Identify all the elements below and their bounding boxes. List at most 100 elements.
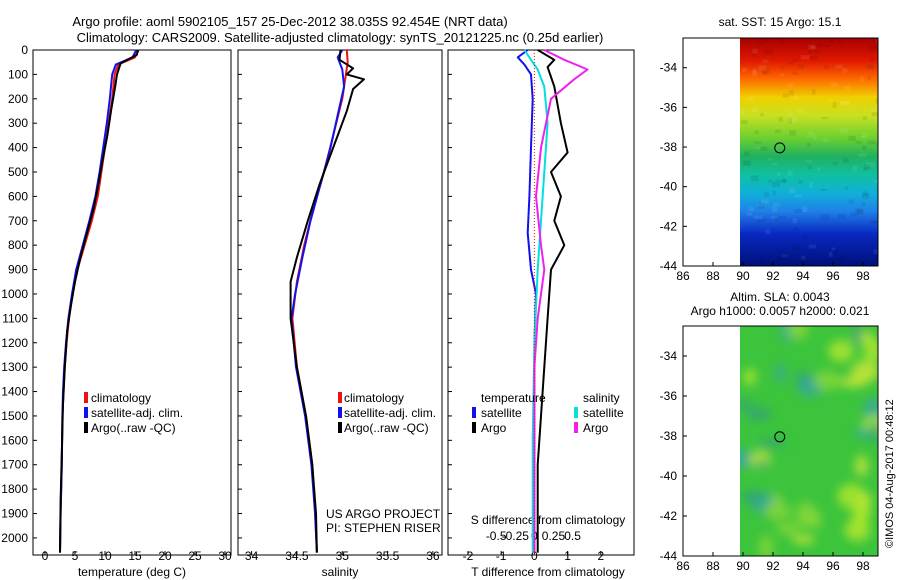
sst-texture-cell — [786, 61, 795, 65]
sst-texture-cell — [862, 116, 868, 120]
sst-texture-cell — [740, 110, 746, 116]
map-y-tick-label: -42 — [660, 219, 678, 233]
salinity-x-axis: 34 34.5 35 35.5 36 — [245, 549, 440, 563]
x-tick-label: 34.5 — [285, 549, 309, 563]
x-tick-label: -2 — [463, 549, 474, 563]
map-y-tick-label: -38 — [660, 140, 678, 154]
sla-texture-blob — [775, 522, 801, 535]
sst-texture-cell — [833, 249, 838, 255]
legend-label-argo: Argo(..raw -QC) — [91, 421, 176, 435]
legend-label-s-argo: Argo — [583, 421, 609, 435]
sst-texture-cell — [779, 38, 785, 43]
depth-axis: 0 100 200 300 400 500 600 700 800 900 1000 1100 1200… — [1, 43, 28, 545]
sst-texture-cell — [801, 255, 806, 260]
sla-texture-blob — [775, 363, 786, 384]
legend-swatch-s-satellite — [574, 407, 578, 418]
series-line-salinity-argo — [533, 49, 589, 553]
sst-texture-cell — [794, 209, 802, 214]
sst-texture-cell — [830, 82, 839, 88]
temperature-xlabel: temperature (deg C) — [78, 565, 186, 579]
sla-texture-blob — [870, 420, 878, 444]
s-difference-x-axis: -0.5-0.2500.250.5 — [486, 529, 581, 543]
sst-texture-cell — [752, 70, 758, 76]
salinity-series — [289, 49, 365, 553]
legend-label-s-satellite: satellite — [583, 406, 624, 420]
salinity-xlabel: salinity — [322, 565, 359, 579]
sst-texture-cell — [860, 76, 864, 82]
sst-texture-cell — [748, 207, 755, 212]
sst-texture-cell — [876, 142, 878, 147]
depth-tick-label: 200 — [8, 92, 28, 106]
legend-label-climatology: climatology — [91, 391, 151, 405]
sst-texture-cell — [765, 229, 771, 235]
sst-texture-cell — [774, 129, 781, 134]
difference-panel-frame — [447, 49, 635, 556]
project-pi: PI: STEPHEN RISER — [326, 521, 441, 535]
sst-texture-cell — [757, 204, 766, 207]
header-line1: Argo profile: aoml 5902105_157 25-Dec-20… — [72, 14, 507, 29]
sst-texture-cell — [742, 160, 751, 166]
sst-texture-cell — [762, 38, 770, 41]
sst-texture-cell — [809, 55, 819, 61]
salinity-legend: climatology satellite-adj. clim. Argo(..… — [338, 391, 436, 435]
legend-label-t-satellite: satellite — [481, 406, 522, 420]
sst-texture-cell — [797, 64, 805, 69]
sst-texture-cell — [837, 257, 845, 261]
sst-texture-cell — [870, 58, 876, 61]
sst-texture-cell — [816, 167, 821, 171]
sst-texture-cell — [868, 45, 877, 52]
sla-texture-blob — [851, 326, 863, 346]
x-tick-label: 2 — [597, 549, 604, 563]
sst-texture-cell — [873, 249, 878, 255]
sla-texture-blob — [755, 459, 768, 469]
s-diff-tick-label: 0.5 — [564, 529, 581, 543]
depth-tick-label: 1200 — [1, 336, 28, 350]
sst-texture-cell — [862, 132, 869, 138]
sla-texture-blob — [844, 519, 871, 542]
sla-profile-location-marker — [774, 431, 786, 443]
difference-legend: temperature salinity satellite Argo sate… — [472, 391, 624, 435]
map-x-tick-label: 92 — [766, 269, 780, 283]
depth-tick-label: 2000 — [1, 531, 28, 545]
sst-texture-cell — [789, 90, 794, 96]
x-tick-label: 0 — [42, 549, 49, 563]
depth-tick-label: 400 — [8, 141, 28, 155]
sst-texture-cell — [794, 194, 802, 198]
legend-swatch-climatology — [84, 392, 88, 403]
depth-tick-label: 600 — [8, 189, 28, 203]
sst-texture-cell — [842, 68, 848, 74]
sst-texture-cell — [873, 220, 878, 224]
sst-texture-cell — [757, 41, 765, 44]
sst-texture-cell — [798, 179, 803, 184]
legend-label-satellite: satellite-adj. clim. — [344, 406, 436, 420]
legend-temperature-title: temperature — [481, 391, 546, 405]
sst-texture-cell — [821, 116, 829, 120]
sst-texture-cell — [875, 39, 878, 44]
sst-texture-cell — [800, 55, 810, 60]
sst-texture-cell — [812, 89, 816, 95]
sst-texture-cell — [842, 158, 849, 163]
map-y-tick-label: -34 — [660, 349, 678, 363]
sst-field — [740, 38, 878, 266]
sst-texture-cell — [837, 214, 846, 219]
sst-texture-cell — [866, 162, 876, 167]
depth-tick-label: 800 — [8, 238, 28, 252]
sst-texture-cell — [760, 113, 764, 117]
sst-texture-cell — [871, 112, 878, 117]
sst-texture-cell — [754, 141, 762, 144]
map-x-tick-label: 98 — [856, 269, 870, 283]
sst-texture-cell — [835, 64, 843, 69]
sst-texture-cell — [787, 170, 793, 176]
sst-texture-cell — [864, 164, 871, 170]
sst-texture-cell — [782, 93, 789, 98]
sst-texture-cell — [788, 111, 793, 117]
sst-map-frame — [682, 37, 879, 267]
map-y-tick-label: -44 — [660, 259, 678, 273]
sla-texture-blob — [791, 534, 815, 545]
sst-texture-cell — [871, 107, 878, 112]
sla-map: 86 88 90 92 94 96 98 -44 -42 -40 -38 -36 -34 — [660, 325, 879, 573]
sst-texture-cell — [777, 257, 784, 260]
legend-swatch-argo — [338, 422, 342, 433]
sla-texture-blob — [740, 400, 754, 409]
sst-texture-cell — [774, 148, 778, 151]
